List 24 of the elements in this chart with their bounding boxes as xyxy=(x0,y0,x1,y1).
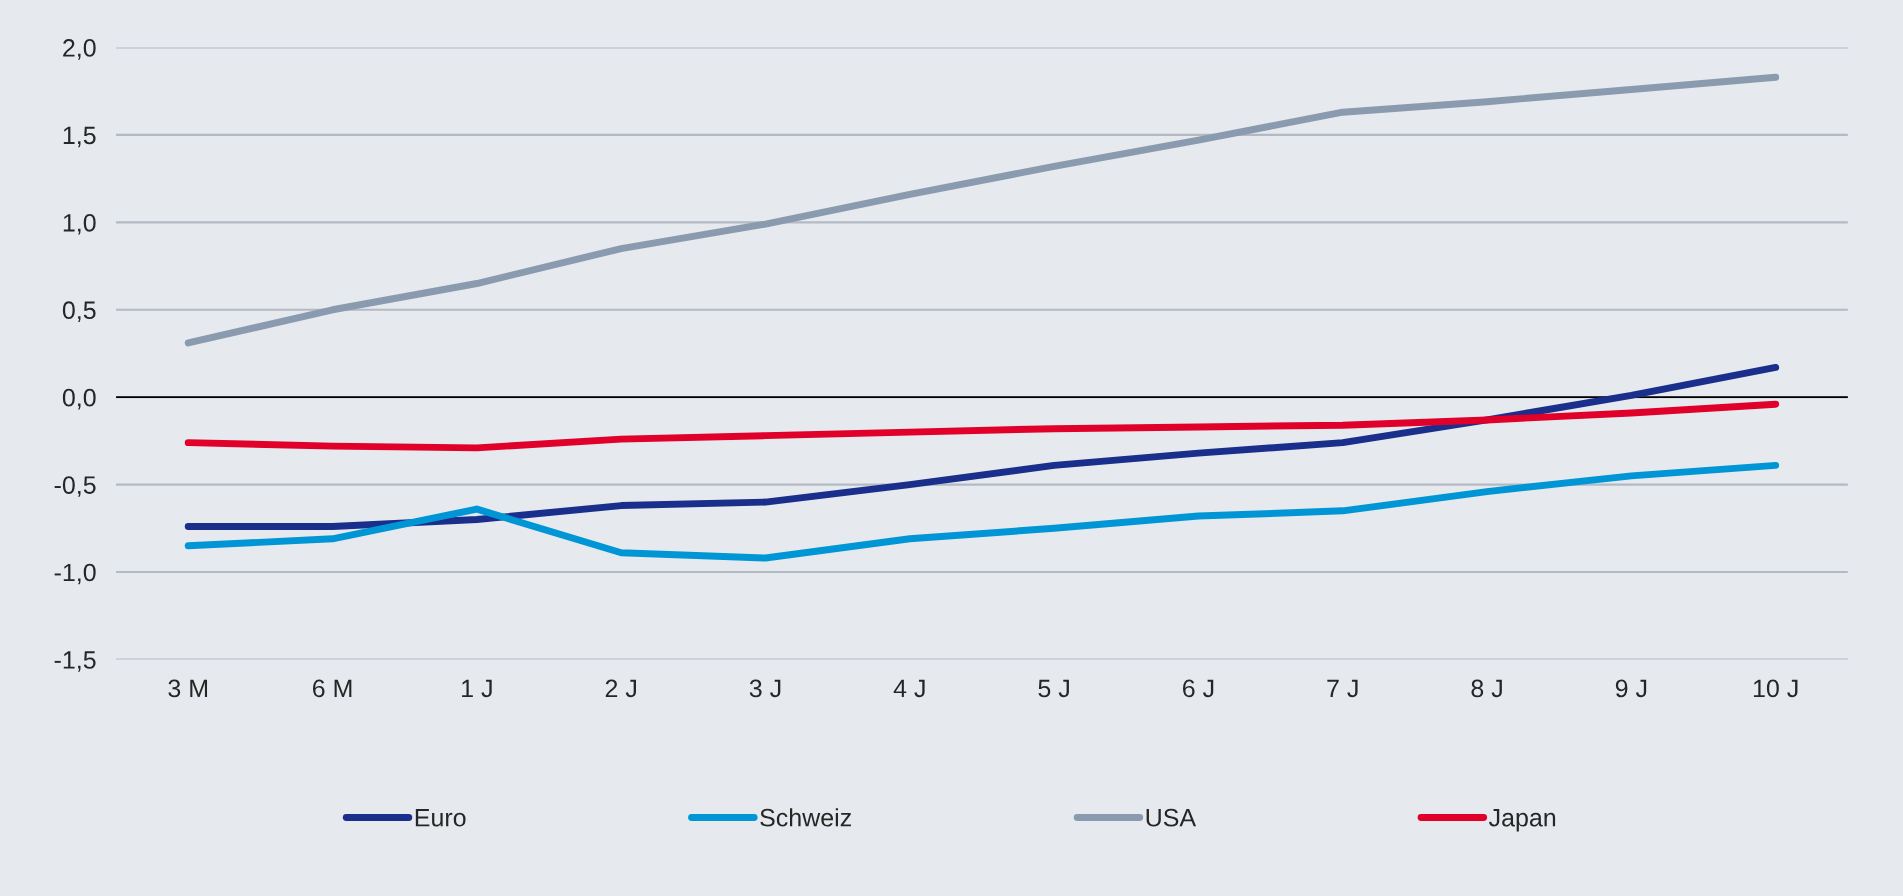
x-tick-label: 9 J xyxy=(1615,679,1647,698)
x-tick-label: 7 J xyxy=(1327,679,1358,698)
legend-label: Japan xyxy=(1488,809,1556,832)
x-tick-label: 3 M xyxy=(168,679,208,698)
x-tick-label: 6 J xyxy=(1183,679,1214,698)
x-tick-label: 2 J xyxy=(605,679,636,698)
y-tick-label: -1,5 xyxy=(54,651,96,672)
y-tick-label: -1,0 xyxy=(54,563,96,585)
x-tick-label: 1 J xyxy=(462,679,492,698)
y-tick-label: 1,5 xyxy=(63,126,96,148)
legend-label: USA xyxy=(1146,808,1197,827)
x-tick-label: 6 M xyxy=(312,679,352,698)
y-tick-label: 0,0 xyxy=(62,388,96,410)
y-tick-label: 2,0 xyxy=(63,39,96,60)
y-tick-label: 1,0 xyxy=(63,213,96,235)
y-tick-label: -0,5 xyxy=(54,476,96,497)
legend-label: Schweiz xyxy=(760,808,851,827)
x-tick-label: 5 J xyxy=(1038,679,1069,698)
y-tick-label: 0,5 xyxy=(62,301,96,323)
x-tick-label: 8 J xyxy=(1471,679,1502,698)
x-tick-label: 10 J xyxy=(1753,679,1798,698)
legend-label: Euro xyxy=(415,809,466,827)
x-tick-label: 3 J xyxy=(749,679,781,698)
x-tick-label: 4 J xyxy=(893,679,925,698)
